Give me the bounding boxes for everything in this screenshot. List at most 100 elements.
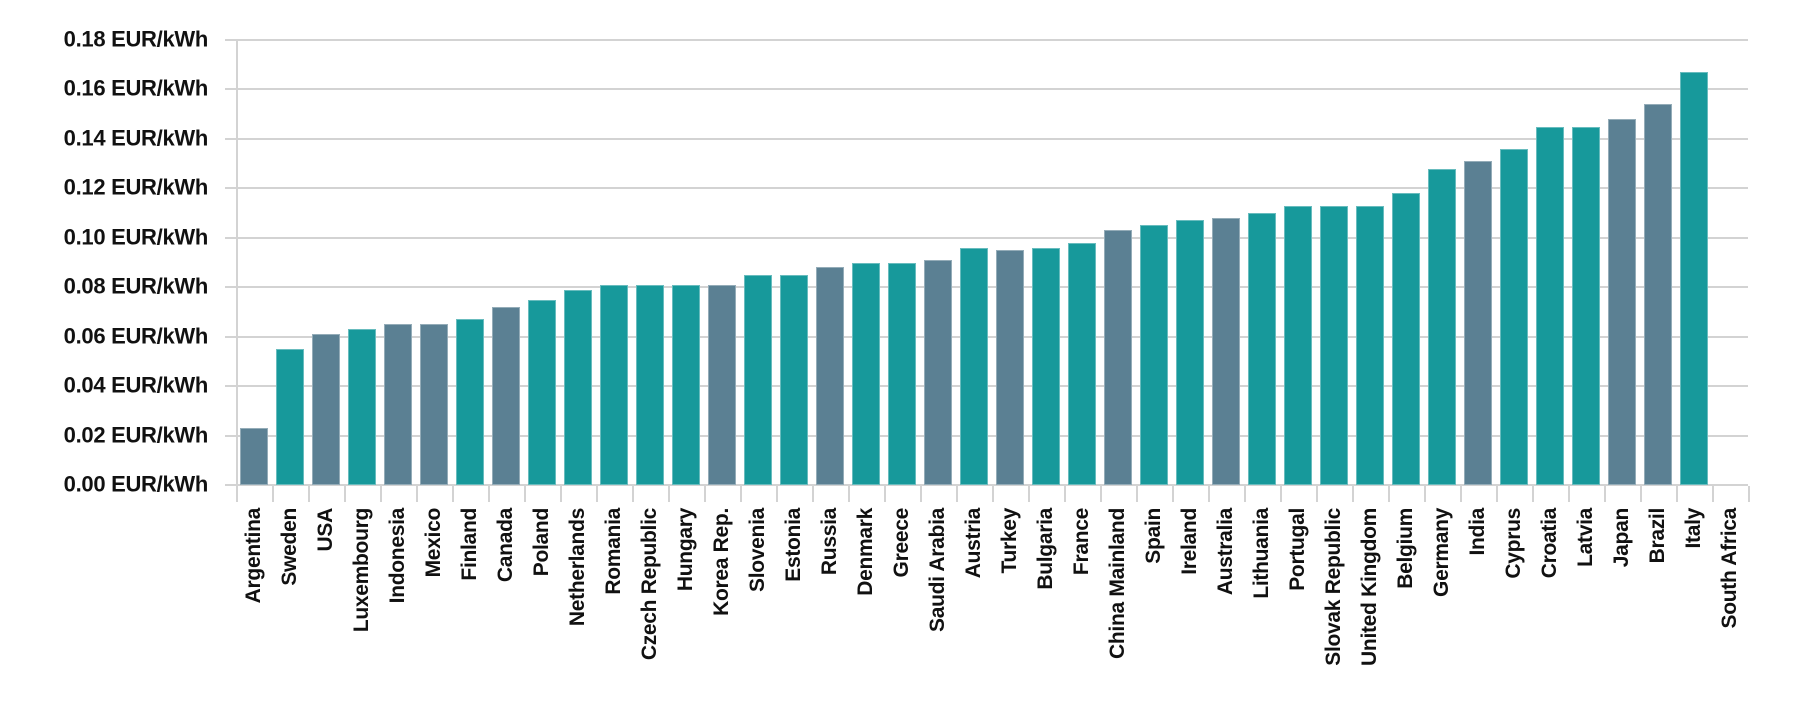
x-axis-tick [490,486,526,502]
y-axis-tick-label: 0.08 EUR/kWh [63,273,209,299]
x-axis-label-hungary: Hungary [674,508,698,592]
x-axis-tick [1678,486,1714,502]
x-axis-label-denmark: Denmark [854,508,878,596]
y-axis-tick-label: 0.02 EUR/kWh [63,422,209,448]
bar-slot-turkey [992,40,1028,485]
bar-mexico [420,324,448,485]
bar-slot-spain [1136,40,1172,485]
x-label-cell: Argentina [236,508,272,603]
bar-slot-estonia [776,40,812,485]
bar-portugal [1284,205,1312,485]
bar-czech-republic [636,284,664,485]
x-axis-tick [742,486,778,502]
x-axis-label-australia: Australia [1214,508,1238,596]
x-axis-label-slovak-republic: Slovak Republic [1322,508,1346,666]
bar-slot-indonesia [380,40,416,485]
x-axis-label-latvia: Latvia [1574,508,1598,567]
bar-slot-sweden [272,40,308,485]
bar-slot-canada [488,40,524,485]
bar-estonia [780,274,808,485]
bar-slot-portugal [1280,40,1316,485]
bar-slot-bulgaria [1028,40,1064,485]
x-label-cell: Finland [452,508,488,581]
x-axis-label-brazil: Brazil [1646,508,1670,564]
bar-denmark [852,262,880,485]
bar-spain [1140,225,1168,485]
x-axis-label-korea-rep: Korea Rep. [710,508,734,616]
x-label-cell: France [1064,508,1100,575]
bar-italy [1680,72,1708,485]
bar-slot-croatia [1532,40,1568,485]
bar-lithuania [1248,213,1276,485]
gridline [225,187,1748,190]
x-label-cell: Saudi Arabia [920,508,956,632]
x-axis-label-united-kingdom: United Kingdom [1358,508,1382,666]
bar-slot-latvia [1568,40,1604,485]
x-axis-tick [670,486,706,502]
bar-australia [1212,218,1240,485]
x-axis-tick [1210,486,1246,502]
bar-slot-usa [308,40,344,485]
x-axis-label-italy: Italy [1682,508,1706,549]
bar-india [1464,161,1492,485]
x-label-cell: Romania [596,508,632,595]
x-axis-label-czech-republic: Czech Republic [638,508,662,661]
bar-united-kingdom [1356,205,1384,485]
x-label-cell: Germany [1424,508,1460,597]
x-axis-tick [1282,486,1318,502]
y-axis-tick-label: 0.00 EUR/kWh [63,471,209,497]
y-axis-tick-label: 0.04 EUR/kWh [63,372,209,398]
x-axis-tick [922,486,958,502]
x-axis-tick [382,486,418,502]
x-axis-tick [778,486,814,502]
x-axis-label-sweden: Sweden [278,508,302,586]
bar-slot-france [1064,40,1100,485]
bar-cyprus [1500,148,1528,485]
y-axis-tick-label: 0.18 EUR/kWh [63,26,209,52]
x-label-cell: Italy [1676,508,1712,549]
x-label-cell: Korea Rep. [704,508,740,616]
bar-slot-south-africa [1712,40,1748,485]
gridline [225,39,1748,41]
x-axis-label-croatia: Croatia [1538,508,1562,579]
x-axis-tick [1246,486,1282,502]
bar-slot-lithuania [1244,40,1280,485]
x-axis-label-finland: Finland [458,508,482,581]
bar-france [1068,242,1096,485]
x-label-cell: Mexico [416,508,452,577]
bar-slot-netherlands [560,40,596,485]
x-axis-label-saudi-arabia: Saudi Arabia [926,508,950,632]
y-axis-tick-label: 0.14 EUR/kWh [63,125,209,151]
x-axis-tick [706,486,742,502]
bar-netherlands [564,289,592,485]
bar-slot-cyprus [1496,40,1532,485]
gridline [225,236,1748,239]
bar-slot-slovenia [740,40,776,485]
x-axis-tick [850,486,886,502]
x-label-cell: Sweden [272,508,308,586]
x-label-cell: Hungary [668,508,704,591]
x-axis-label-netherlands: Netherlands [566,508,590,627]
x-axis-label-india: India [1466,508,1490,556]
x-label-cell: Australia [1208,508,1244,595]
x-axis-label-slovenia: Slovenia [746,508,770,592]
bar-poland [528,299,556,485]
x-label-cell: India [1460,508,1496,556]
bar-usa [312,334,340,485]
x-axis-tick [1462,486,1498,502]
x-axis-label-turkey: Turkey [998,508,1022,574]
bar-greece [888,262,916,485]
bar-china-mainland [1104,230,1132,485]
x-axis-tick-row [236,486,1750,502]
bar-canada [492,307,520,485]
gridline [225,88,1748,91]
x-axis-tick [1030,486,1066,502]
y-axis-tick-label: 0.10 EUR/kWh [63,224,209,250]
x-axis-tick [1606,486,1642,502]
bar-slot-greece [884,40,920,485]
bar-brazil [1644,104,1672,485]
x-label-cell: Austria [956,508,992,578]
x-label-cell: Belgium [1388,508,1424,589]
x-label-cell: Poland [524,508,560,576]
bar-slovak-republic [1320,205,1348,485]
